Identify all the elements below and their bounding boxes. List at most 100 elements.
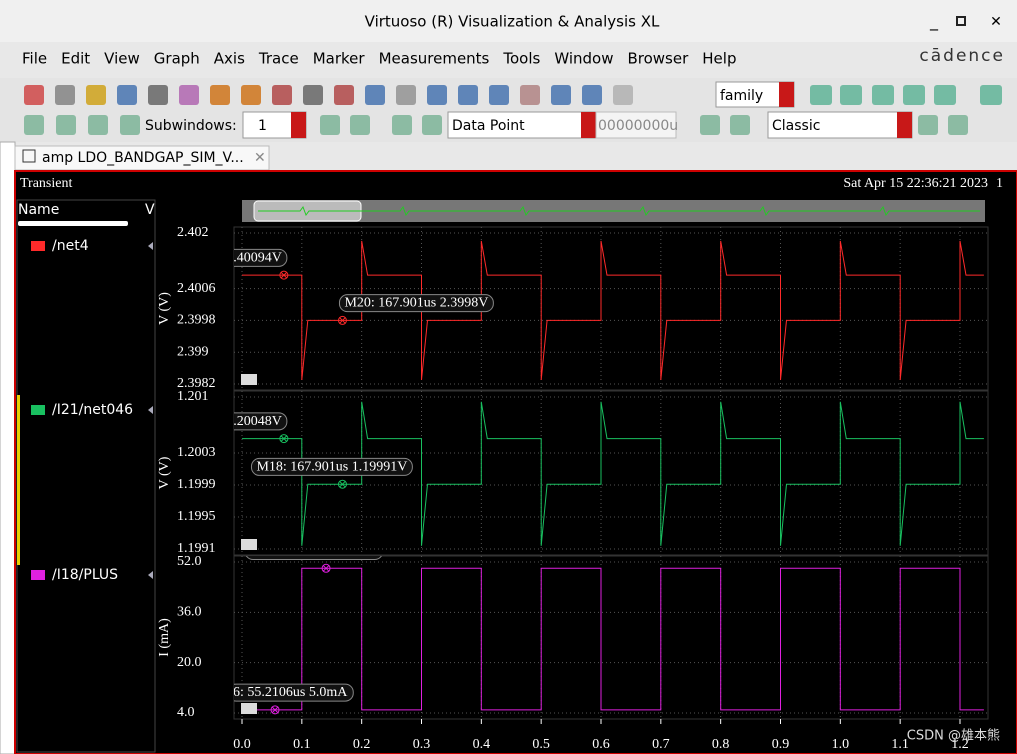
marker-label-text: 19: 70.0us 1.20048V	[164, 414, 281, 429]
y-tick-label: 1.201	[177, 389, 209, 404]
toolbar-button[interactable]	[396, 85, 416, 105]
toolbar-button[interactable]	[303, 85, 323, 105]
marker-label-bg	[234, 683, 354, 702]
toolbar-button[interactable]	[88, 115, 108, 135]
marker[interactable]	[279, 270, 289, 280]
menu-item[interactable]: Help	[702, 50, 736, 68]
menu-item[interactable]: Measurements	[379, 50, 490, 68]
subwindows-value: 1	[258, 118, 267, 134]
toolbar-button[interactable]	[148, 85, 168, 105]
marker-label-text: 6: 55.2106us 5.0mA	[233, 685, 348, 700]
signal-name[interactable]: /I21/net046	[52, 402, 133, 418]
y-axis-label: I (mA)	[157, 618, 172, 657]
y-tick-label: 52.0	[177, 554, 202, 569]
menu-item[interactable]: Marker	[313, 50, 366, 68]
toolbar-button[interactable]	[241, 85, 261, 105]
toolbar-button[interactable]	[810, 85, 832, 105]
x-tick-label: 1.2	[951, 737, 969, 752]
y-tick-label: 2.4006	[177, 281, 216, 296]
toolbar-button[interactable]	[392, 115, 412, 135]
toolbar-button[interactable]	[320, 115, 340, 135]
toolbar-button[interactable]	[613, 85, 633, 105]
toolbar-button[interactable]	[56, 115, 76, 135]
toolbar-button[interactable]	[840, 85, 862, 105]
dropdown[interactable]	[581, 112, 596, 138]
marker-label: 21: 70.0us 2.40094V	[164, 248, 288, 267]
close[interactable]: ✕	[990, 14, 1002, 30]
toolbar-button[interactable]	[24, 115, 44, 135]
menu-item[interactable]: Graph	[154, 50, 200, 68]
toolbar-button[interactable]	[427, 85, 447, 105]
strip-toggle[interactable]	[241, 374, 257, 385]
toolbar-button[interactable]	[980, 85, 1002, 105]
toolbar-button[interactable]	[55, 85, 75, 105]
marker-mode-field[interactable]	[447, 111, 597, 139]
family-field-text: family	[720, 88, 763, 104]
toolbar-button[interactable]	[551, 85, 571, 105]
toolbar-button[interactable]	[210, 85, 230, 105]
expand-arrow	[148, 406, 153, 414]
strip-toggle[interactable]	[241, 703, 257, 714]
y-tick-label: 2.399	[177, 344, 209, 359]
toolbar-button[interactable]	[582, 85, 602, 105]
minimize[interactable]: _	[929, 12, 939, 32]
marker[interactable]	[321, 563, 331, 573]
toolbar-button[interactable]	[730, 115, 750, 135]
menu-item[interactable]: View	[104, 50, 140, 68]
toolbar-button[interactable]	[117, 85, 137, 105]
toolbar-button[interactable]	[903, 85, 925, 105]
toolbar-button[interactable]	[948, 115, 968, 135]
dropdown[interactable]	[291, 112, 306, 138]
tab[interactable]	[14, 145, 270, 171]
menu-item[interactable]: Trace	[258, 50, 299, 68]
marker-cross	[280, 271, 288, 279]
marker[interactable]	[337, 479, 347, 489]
toolbar-button[interactable]	[918, 115, 938, 135]
x-tick-label: 0.4	[473, 737, 491, 752]
style-field[interactable]	[767, 111, 913, 139]
toolbar-button[interactable]	[334, 85, 354, 105]
list-scroll[interactable]	[18, 221, 128, 226]
marker[interactable]	[337, 315, 347, 325]
menu-item[interactable]: Edit	[61, 50, 90, 68]
toolbar-button[interactable]	[179, 85, 199, 105]
toolbar-button[interactable]	[872, 85, 894, 105]
menu-item[interactable]: File	[22, 50, 47, 68]
maximize[interactable]	[956, 16, 966, 26]
dropdown[interactable]	[897, 112, 912, 138]
toolbar-button[interactable]	[272, 85, 292, 105]
toolbar-button[interactable]	[422, 115, 442, 135]
toolbar-button[interactable]	[934, 85, 956, 105]
toolbar-button[interactable]	[24, 85, 44, 105]
y-tick-label: 36.0	[177, 605, 202, 620]
marker-label-bg	[250, 457, 413, 476]
x-tick-label: 1.1	[891, 737, 909, 752]
marker-mode: Data Point	[452, 118, 525, 134]
y-axis-label: V (V)	[157, 456, 172, 489]
toolbar-button[interactable]	[700, 115, 720, 135]
menu-item[interactable]: Browser	[627, 50, 689, 68]
plot-window	[14, 170, 1017, 754]
toolbar-button[interactable]	[520, 85, 540, 105]
toolbar-button[interactable]	[350, 115, 370, 135]
strip-toggle[interactable]	[241, 539, 257, 550]
toolbar-button[interactable]	[365, 85, 385, 105]
time-field[interactable]	[595, 111, 677, 139]
signal-name[interactable]: /I18/PLUS	[52, 567, 118, 583]
marker-label-text: 21: 70.0us 2.40094V	[164, 250, 281, 265]
menu-item[interactable]: Window	[554, 50, 613, 68]
marker-label-bg	[234, 412, 288, 431]
toolbar-button[interactable]	[458, 85, 478, 105]
tab-close[interactable]: ✕	[254, 150, 266, 166]
toolbar-button[interactable]	[120, 115, 140, 135]
marker[interactable]	[270, 705, 280, 715]
menu-item[interactable]: Tools	[502, 50, 540, 68]
toolbar-button[interactable]	[86, 85, 106, 105]
toolbar-button[interactable]	[489, 85, 509, 105]
menu-item[interactable]: Axis	[214, 50, 245, 68]
marker-label: M18: 167.901us 1.19991V	[250, 457, 413, 476]
marker[interactable]	[279, 434, 289, 444]
dropdown[interactable]	[779, 82, 794, 107]
legend-swatch	[31, 405, 45, 415]
signal-name[interactable]: /net4	[52, 238, 89, 254]
